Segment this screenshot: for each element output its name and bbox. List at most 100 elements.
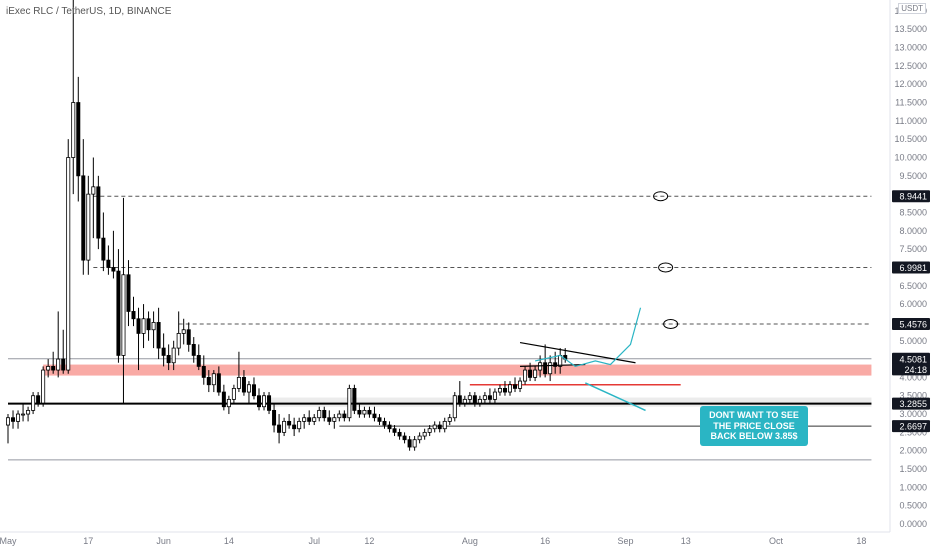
y-tick-label: 11.0000	[895, 116, 927, 126]
y-tick-label: 6.5000	[899, 281, 927, 291]
candle-up	[467, 395, 472, 400]
candle-down	[342, 413, 347, 419]
price-zone	[43, 364, 872, 376]
candle-up	[16, 413, 21, 422]
candle-up	[86, 193, 91, 261]
price-label-text: 2.6697	[899, 422, 927, 432]
candle-down	[116, 270, 121, 356]
x-tick-label: Oct	[769, 536, 784, 546]
candle-down	[528, 369, 533, 378]
candle-down	[101, 237, 106, 261]
candle-up	[46, 366, 51, 371]
x-tick-label: Jul	[308, 536, 320, 546]
candle-up	[31, 395, 36, 411]
candle-up	[462, 398, 467, 404]
candle-up	[497, 387, 502, 393]
y-tick-label: 7.5000	[899, 244, 927, 254]
currency-unit-label: USDT	[898, 3, 926, 14]
candle-down	[513, 384, 518, 389]
candle-up	[91, 186, 96, 195]
y-tick-label: 12.0000	[894, 79, 927, 89]
y-tick-label: 8.5000	[899, 207, 927, 217]
candle-down	[36, 395, 41, 404]
candle-down	[472, 395, 477, 404]
y-tick-label: 6.0000	[899, 299, 927, 309]
callout-pointer	[584, 382, 646, 412]
price-label-text: 8.9441	[899, 192, 927, 202]
target-circle	[663, 318, 679, 329]
candle-down	[106, 259, 111, 268]
x-tick-label: 18	[856, 536, 866, 546]
candle-down	[352, 387, 357, 411]
candle-up	[347, 387, 352, 419]
candle-up	[236, 376, 241, 389]
y-tick-label: 10.0000	[894, 153, 927, 163]
candle-down	[126, 274, 131, 312]
candle-down	[51, 366, 56, 371]
candle-up	[282, 420, 287, 433]
candle-down	[387, 424, 392, 430]
candle-up	[176, 333, 181, 349]
candle-up	[71, 102, 76, 158]
projected-path	[534, 307, 642, 368]
x-tick-label: Jun	[156, 536, 171, 546]
price-zone	[269, 397, 872, 407]
y-tick-label: 2.5000	[899, 427, 927, 437]
candle-down	[156, 322, 161, 349]
y-tick-label: 9.5000	[899, 171, 927, 181]
x-tick-label: 17	[83, 536, 93, 546]
price-label-box	[892, 397, 930, 410]
candle-up	[412, 439, 417, 448]
candle-down	[307, 417, 312, 422]
y-tick-label: 5.0000	[899, 336, 927, 346]
price-label-box	[892, 363, 930, 376]
candle-down	[76, 102, 81, 177]
x-tick-label: Aug	[462, 536, 478, 546]
y-tick-label: 1.0000	[899, 482, 927, 492]
candle-down	[61, 358, 66, 371]
candle-down	[96, 186, 101, 239]
x-tick-label: Sep	[617, 536, 633, 546]
candle-down	[487, 395, 492, 400]
candle-down	[372, 413, 377, 419]
candle-up	[41, 369, 46, 404]
y-tick-label: 0.0000	[899, 519, 927, 529]
candle-up	[6, 417, 11, 426]
price-label-box	[892, 352, 930, 365]
candle-up	[432, 424, 437, 430]
y-tick-label: 13.5000	[894, 24, 927, 34]
triangle-trendline	[520, 363, 586, 368]
price-label-text: 6.9981	[899, 263, 927, 273]
candle-down	[457, 395, 462, 404]
candle-up	[477, 398, 482, 404]
candle-up	[181, 329, 186, 334]
candle-up	[362, 409, 367, 415]
candle-down	[367, 409, 372, 415]
candle-down	[196, 355, 201, 367]
candle-up	[231, 387, 236, 400]
candle-down	[11, 417, 16, 422]
y-tick-label: 11.5000	[895, 98, 927, 108]
price-label-box	[892, 190, 930, 203]
candle-down	[221, 391, 226, 408]
candle-down	[216, 373, 221, 393]
y-tick-label: 1.5000	[899, 464, 927, 474]
price-axis-bg	[890, 0, 932, 550]
candle-down	[392, 428, 397, 433]
price-label-box	[892, 261, 930, 274]
candle-down	[397, 431, 402, 437]
candle-up	[442, 420, 447, 430]
y-tick-label: 12.5000	[894, 61, 927, 71]
candle-up	[262, 395, 267, 408]
candle-down	[111, 267, 116, 272]
candle-down	[272, 409, 277, 426]
candle-up	[26, 409, 31, 415]
candle-up	[246, 384, 251, 393]
candle-up	[211, 373, 216, 386]
candle-down	[277, 424, 282, 433]
candle-up	[151, 322, 156, 331]
candle-up	[21, 413, 26, 416]
candle-up	[533, 369, 538, 378]
candle-down	[543, 362, 548, 375]
